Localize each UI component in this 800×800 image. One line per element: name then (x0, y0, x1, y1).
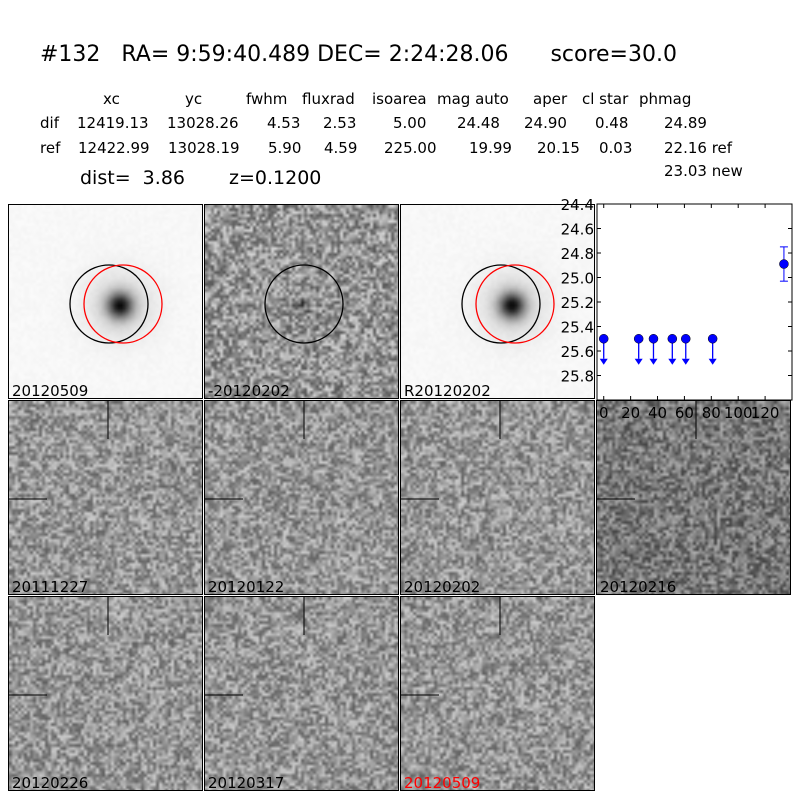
aperture-circle (462, 265, 540, 343)
table-cell: 5.00 (393, 114, 426, 132)
table-cell: 13028.26 (167, 114, 239, 132)
column-header: aper (533, 90, 567, 108)
y-tick-label: 25.2 (561, 294, 594, 312)
light-curve-chart: 24.4 24.6 24.8 25.0 25.2 25.4 25.6 25.8 0 20 40 60 8… (540, 195, 800, 425)
table-cell: 4.53 (267, 114, 300, 132)
upper-limit-point (599, 334, 608, 343)
stamp-date-label: 20120317 (208, 774, 284, 791)
stamp-date-label: 20120509 (12, 382, 88, 399)
y-tick-label: 24.4 (561, 196, 594, 214)
y-tick-label: 25.0 (561, 270, 594, 288)
table-cell: 225.00 (384, 139, 437, 157)
row-label: ref (40, 139, 60, 157)
aperture-circle (70, 265, 148, 343)
table-cell: 13028.19 (168, 139, 240, 157)
table-cell: 0.48 (595, 114, 628, 132)
column-header: yc (185, 90, 202, 108)
x-tick-label: 20 (621, 404, 640, 422)
stamp-noise: 20111227 (8, 400, 203, 595)
stamp-date-label: 20120226 (12, 774, 88, 791)
column-header: fluxrad (302, 90, 355, 108)
y-tick-label: 25.8 (561, 368, 594, 386)
new-mag: 23.03 new (664, 162, 743, 180)
table-cell: 22.16 ref (664, 139, 732, 157)
y-tick-label: 24.6 (561, 221, 594, 239)
row-label: dif (40, 114, 59, 132)
stamp-noise: 20120509 (400, 596, 595, 791)
stamp-date-label: -20120202 (208, 382, 290, 399)
column-header: fwhm (246, 90, 287, 108)
column-header: phmag (639, 90, 691, 108)
x-tick-label: 100 (724, 404, 753, 422)
stamp-noise: 20120317 (204, 596, 399, 791)
x-tick-label: 80 (702, 404, 721, 422)
table-cell: 4.59 (324, 139, 357, 157)
upper-limit-point (708, 334, 717, 343)
stamp-date-label: 20120202 (404, 578, 480, 595)
y-tick-label: 25.4 (561, 319, 594, 337)
aperture-circle (84, 265, 162, 343)
stamp-new: 20120509 (8, 204, 203, 399)
table-cell: 24.90 (524, 114, 567, 132)
stamp-noise: 20120226 (8, 596, 203, 791)
stamp-noise: 20120122 (204, 400, 399, 595)
upper-limit-point (668, 334, 677, 343)
table-cell: 24.89 (664, 114, 707, 132)
stamp-noise: 20120202 (400, 400, 595, 595)
upper-limit-point (681, 334, 690, 343)
plot-area (597, 204, 792, 400)
figure-title: #132 RA= 9:59:40.489 DEC= 2:24:28.06 sco… (40, 42, 677, 67)
stamp-diff: -20120202 (204, 204, 399, 399)
table-cell: 0.03 (599, 139, 632, 157)
stamp-date-label: 20120509 (404, 774, 480, 791)
stamp-date-label: 20120122 (208, 578, 284, 595)
x-tick-label: 120 (751, 404, 780, 422)
stamp-date-label: R20120202 (404, 382, 491, 399)
table-cell: 2.53 (323, 114, 356, 132)
stamp-date-label: 20120216 (600, 578, 676, 595)
table-cell: 24.48 (457, 114, 500, 132)
y-tick-label: 25.6 (561, 343, 594, 361)
table-cell: 19.99 (469, 139, 512, 157)
column-header: xc (103, 90, 120, 108)
z-label: z=0.1200 (229, 167, 321, 189)
upper-limit-point (649, 334, 658, 343)
detection-point (779, 260, 788, 269)
stamp-noise: 20120216 (596, 400, 791, 595)
x-tick-label: 0 (599, 404, 609, 422)
stamp-date-label: 20111227 (12, 578, 88, 595)
table-cell: 5.90 (268, 139, 301, 157)
table-cell: 20.15 (537, 139, 580, 157)
aperture-circle (265, 265, 343, 343)
table-cell: 12422.99 (78, 139, 150, 157)
upper-limit-point (634, 334, 643, 343)
x-tick-label: 60 (675, 404, 694, 422)
column-header: cl star (582, 90, 628, 108)
column-header: isoarea (372, 90, 427, 108)
table-cell: 12419.13 (77, 114, 149, 132)
y-tick-label: 24.8 (561, 245, 594, 263)
dist-label: dist= 3.86 (80, 167, 185, 189)
x-tick-label: 40 (648, 404, 667, 422)
column-header: mag auto (437, 90, 509, 108)
